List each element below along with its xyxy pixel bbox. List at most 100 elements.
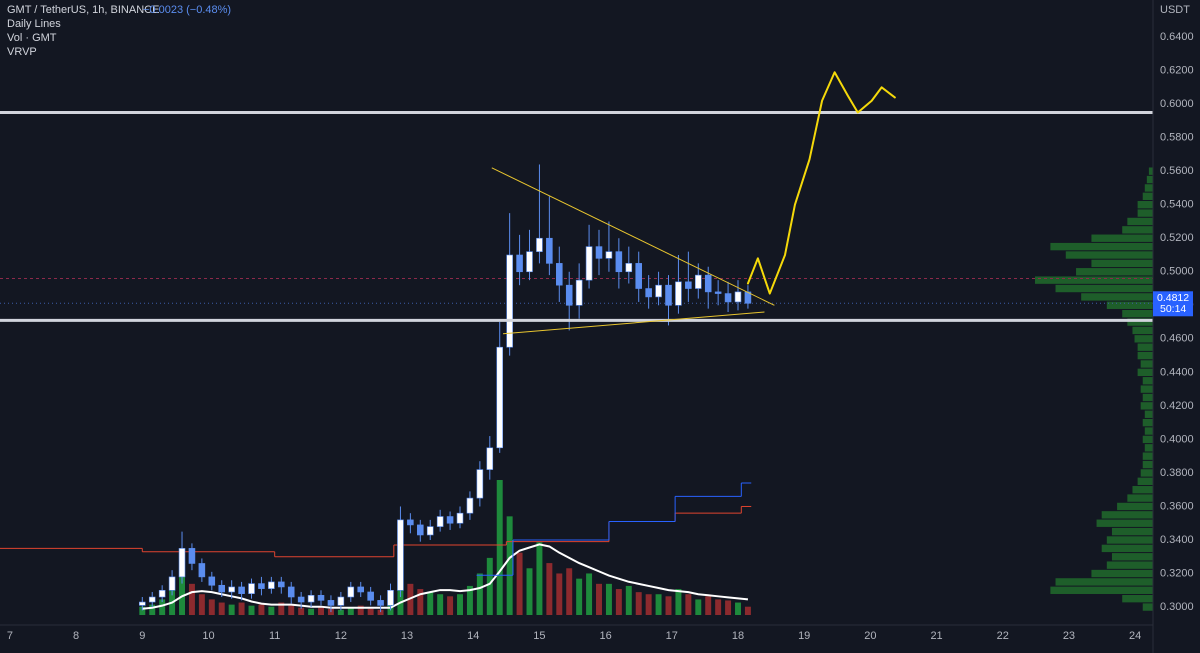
candle-body: [556, 263, 563, 286]
volume-bar: [596, 583, 602, 615]
projection-path: [746, 71, 896, 295]
y-tick-label: 0.3200: [1160, 567, 1194, 579]
volume-profile-bar: [1132, 486, 1153, 494]
volume-bar: [278, 602, 285, 615]
volume-bar: [377, 609, 384, 615]
volume-profile-bar: [1035, 276, 1153, 284]
volume-bar: [506, 516, 513, 615]
volume-profile-bar: [1127, 494, 1153, 502]
x-tick-label: 13: [401, 630, 413, 642]
volume-profile-bar: [1081, 293, 1153, 301]
symbol-title: GMT / TetherUS, 1h, BINANCE: [7, 4, 159, 16]
candle-body: [724, 293, 732, 303]
volume-bar: [447, 596, 454, 615]
candle-body: [317, 595, 325, 601]
candle-body: [278, 581, 285, 588]
candle-body: [417, 524, 424, 536]
volume-profile-bar: [1127, 318, 1153, 326]
volume-bar: [198, 594, 205, 615]
candle-body: [446, 516, 454, 524]
volume-profile-bar: [1137, 477, 1153, 486]
y-tick-label: 0.4400: [1160, 366, 1194, 378]
volume-ma-line: [142, 543, 749, 610]
volume-bar: [347, 607, 354, 615]
candle-body: [466, 497, 474, 514]
candle-body: [695, 274, 702, 289]
candle-body: [228, 586, 235, 593]
volume-bar: [427, 592, 434, 615]
volume-profile-bar: [1132, 326, 1153, 335]
y-tick-label: 0.4200: [1160, 400, 1194, 412]
volume-profile-bar: [1144, 184, 1153, 192]
drawings: [0, 71, 1153, 335]
volume-profile-bar: [1142, 460, 1153, 469]
candle-body: [407, 519, 414, 526]
volume-bar: [357, 605, 364, 615]
volume-bar: [417, 589, 424, 615]
volume-profile-bar: [1142, 393, 1153, 402]
volume-bar: [735, 602, 741, 615]
volume-bar: [476, 573, 483, 615]
volume-bar: [308, 608, 315, 615]
y-tick-label: 0.3400: [1160, 534, 1194, 546]
volume-profile-bar: [1050, 586, 1153, 594]
y-tick-label: 0.5000: [1160, 266, 1194, 278]
candle-body: [496, 346, 504, 449]
x-tick-label: 19: [798, 630, 810, 642]
volume-profile-bar: [1137, 201, 1153, 209]
y-tick-label: 0.5400: [1160, 199, 1194, 211]
volume-profile-bar: [1146, 175, 1153, 184]
volume-profile-bar: [1137, 209, 1153, 217]
volume-bar: [228, 604, 235, 615]
x-tick-label: 8: [73, 630, 79, 642]
volume-bar: [625, 585, 632, 615]
candle-body: [188, 548, 196, 564]
candle-body: [178, 548, 186, 578]
candle-body: [436, 516, 444, 527]
candle-body: [268, 581, 275, 589]
candle-body: [387, 589, 394, 606]
volume-profile-bar: [1140, 360, 1153, 368]
volume-profile-bar: [1144, 427, 1153, 435]
volume-bar: [486, 557, 493, 615]
y-tick-label: 0.6000: [1160, 98, 1194, 110]
volume-bar: [248, 605, 255, 615]
volume-profile-bar: [1137, 368, 1153, 377]
candle-body: [486, 447, 494, 470]
last-price-label: 0.4812: [1157, 292, 1189, 304]
candle-body: [645, 288, 652, 298]
axes: 0.3000 0.3200 0.3400 0.3600 0.3800 0.4000 0.42…: [7, 31, 1194, 642]
volume-profile-bar: [1140, 469, 1153, 477]
candle-body: [426, 526, 434, 536]
candle-body: [208, 576, 216, 586]
volume-bar: [705, 596, 712, 615]
x-tick-label: 24: [1129, 630, 1141, 642]
volume-profile-bar: [1111, 527, 1153, 536]
volume-bar: [516, 552, 523, 615]
indicator-label: Daily Lines: [7, 18, 61, 30]
candle-body: [456, 512, 464, 524]
volume-bar: [546, 563, 553, 615]
volume-bar: [179, 568, 185, 615]
last-price-badge: [1153, 291, 1193, 317]
volume-bar: [605, 583, 612, 615]
volume-profile-bar: [1101, 511, 1153, 519]
candle-body: [397, 519, 404, 591]
candle-body: [139, 601, 146, 606]
candle-body: [536, 237, 543, 252]
x-tick-label: 21: [930, 630, 942, 642]
volume-profile-bar: [1142, 418, 1153, 427]
volume-bar: [268, 606, 275, 615]
volume-bar: [288, 605, 295, 615]
volume-profile-bar: [1050, 242, 1153, 251]
x-tick-label: 12: [335, 630, 347, 642]
volume-profile-bar: [1142, 192, 1153, 201]
volume-bar: [149, 604, 156, 615]
volume-profile-bar: [1076, 268, 1153, 276]
volume-profile-bar: [1140, 402, 1153, 410]
y-tick-label: 0.3600: [1160, 500, 1194, 512]
volume-bar: [238, 602, 245, 615]
volume-bar: [367, 608, 374, 615]
